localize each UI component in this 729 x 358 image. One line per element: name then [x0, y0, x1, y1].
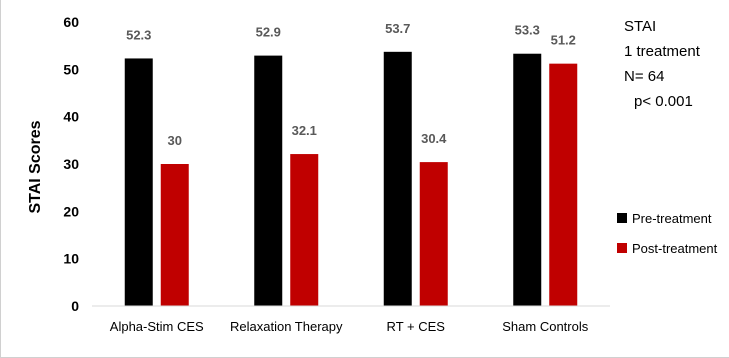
y-tick-label: 40: [63, 109, 79, 125]
data-label: 53.3: [515, 23, 540, 38]
bar-post-treatment: [160, 164, 189, 306]
y-axis-ticks: 0 10 20 30 40 50 60: [63, 14, 79, 314]
bar-post-treatment: [549, 63, 578, 306]
y-tick-label: 50: [63, 61, 79, 77]
bar-pre-treatment: [124, 58, 153, 306]
annotation-treatments: 1 treatment: [624, 43, 700, 60]
data-label: 30: [168, 133, 182, 148]
legend-swatch: [617, 243, 627, 253]
annotation-p-value: p< 0.001: [634, 93, 693, 110]
bar-post-treatment: [419, 162, 448, 306]
data-labels: 52.3 30 52.9 32.1 53.7 30.4 53.3 51.2: [126, 21, 576, 148]
data-label: 30.4: [421, 131, 447, 146]
bar-pre-treatment: [513, 53, 542, 306]
y-tick-label: 10: [63, 251, 79, 267]
data-label: 32.1: [292, 123, 317, 138]
stats-annotation: STAI 1 treatment N= 64 p< 0.001: [624, 14, 728, 114]
y-tick-label: 30: [63, 156, 79, 172]
bar-pre-treatment: [383, 51, 412, 306]
data-label: 51.2: [551, 33, 576, 48]
bar-post-treatment: [290, 154, 319, 306]
y-tick-label: 60: [63, 14, 79, 30]
bar-pre-treatment: [254, 55, 283, 307]
legend-swatch: [617, 213, 627, 223]
y-axis-title: STAI Scores: [27, 120, 44, 213]
y-tick-label: 0: [71, 298, 79, 314]
category-label: Sham Controls: [502, 319, 588, 334]
data-label: 52.9: [256, 25, 281, 40]
data-label: 52.3: [126, 27, 151, 42]
legend: Pre-treatment Post-treatment: [617, 211, 718, 256]
category-label: RT + CES: [387, 319, 446, 334]
bars: [124, 51, 578, 307]
legend-label: Pre-treatment: [632, 211, 712, 226]
annotation-measure: STAI: [624, 18, 657, 35]
category-label: Relaxation Therapy: [230, 319, 343, 334]
category-label: Alpha-Stim CES: [110, 319, 204, 334]
legend-label: Post-treatment: [632, 241, 718, 256]
data-label: 53.7: [385, 21, 410, 36]
x-axis-categories: Alpha-Stim CES Relaxation Therapy RT + CES…: [110, 319, 589, 334]
annotation-sample-size: N= 64: [624, 68, 665, 85]
y-tick-label: 20: [63, 203, 79, 219]
